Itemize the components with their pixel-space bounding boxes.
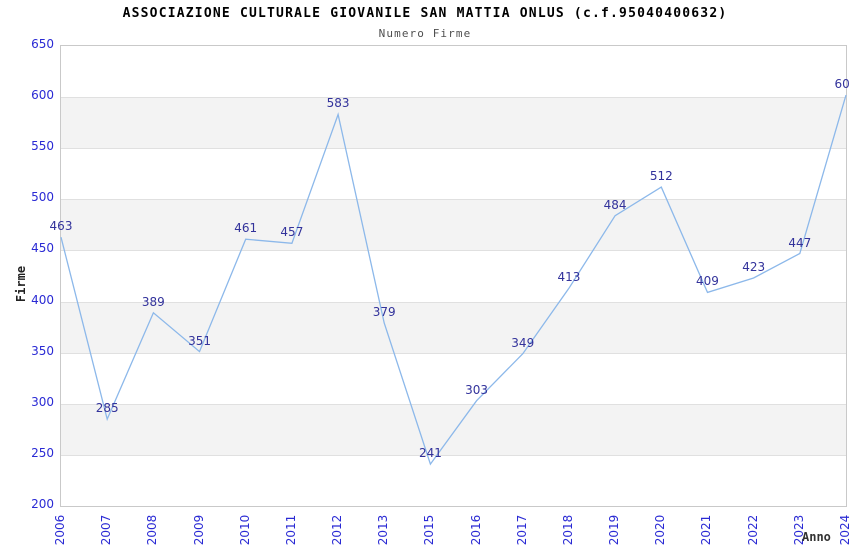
- data-point-label: 389: [141, 294, 165, 309]
- x-axis-tick-label: 2016: [468, 514, 483, 546]
- plot-band-white: [61, 46, 846, 98]
- y-axis-tick-label: 550: [31, 139, 54, 154]
- data-point-label: 583: [326, 96, 350, 111]
- data-point-label: 241: [418, 446, 442, 461]
- data-point-label: 351: [188, 333, 211, 348]
- x-axis-tick-label: 2010: [237, 514, 252, 546]
- x-axis-tick-label: 2006: [53, 514, 67, 546]
- gridline: [61, 403, 846, 405]
- data-point-label: 461: [234, 221, 258, 236]
- y-axis-tick-label: 200: [31, 497, 54, 511]
- x-axis-tick-label: 2019: [607, 514, 622, 546]
- plot-band-gray: [61, 301, 846, 353]
- gridline: [61, 454, 846, 456]
- plot-band-white: [61, 352, 846, 404]
- data-point-label: 463: [49, 219, 73, 234]
- plot-band-gray: [61, 403, 846, 455]
- data-point-label: 457: [280, 225, 304, 240]
- data-point-label: 413: [557, 270, 581, 285]
- plot-band-gray: [61, 97, 846, 149]
- x-axis-tick-label: 2024: [838, 514, 850, 546]
- line-series: [60, 94, 847, 466]
- plot-band-white: [61, 454, 846, 506]
- y-axis-tick-label: 300: [31, 394, 54, 409]
- data-point-label: 409: [696, 274, 719, 289]
- x-axis-tick-label: 2007: [99, 514, 114, 546]
- x-axis-tick-label: 2017: [514, 514, 529, 546]
- plot-area: 463 285 389 351 461 457 583 379 241 303 349 413 484 5…: [50, 45, 850, 507]
- gridline: [61, 97, 846, 99]
- x-axis-tick-label: 2012: [330, 514, 345, 546]
- plot-band-gray: [61, 199, 846, 251]
- x-axis-tick-label: 2013: [376, 514, 391, 546]
- gridline: [61, 148, 846, 150]
- plot-band-white: [61, 148, 846, 200]
- data-point-label: 447: [788, 235, 812, 250]
- plot-band-white: [61, 250, 846, 302]
- gridline: [61, 199, 846, 201]
- x-axis-tick-label: 2021: [699, 514, 714, 546]
- x-axis-tick-label: 2022: [745, 514, 760, 546]
- y-axis-title: Firme: [14, 265, 28, 303]
- y-axis-tick-label: 650: [31, 37, 54, 51]
- y-axis-tick-label: 600: [31, 88, 54, 103]
- data-point-label: 512: [649, 169, 673, 184]
- x-axis-title: Anno: [802, 530, 831, 544]
- data-point-label: 285: [95, 401, 119, 416]
- data-point-label: 379: [372, 305, 396, 320]
- chart-subtitle: Numero Firme: [378, 27, 472, 40]
- gridline: [61, 301, 846, 303]
- y-axis-tick-label: 400: [31, 292, 54, 307]
- data-point-label: 303: [465, 382, 489, 397]
- y-axis-tick-label: 350: [31, 343, 54, 358]
- x-axis-tick-label: 2009: [191, 514, 206, 546]
- x-axis-tick-label: 2018: [560, 514, 575, 546]
- data-point-label: 349: [511, 335, 535, 350]
- data-point-label: 602: [834, 77, 850, 92]
- gridline: [61, 352, 846, 354]
- y-axis-tick-label: 450: [31, 241, 54, 256]
- chart-title: ASSOCIAZIONE CULTURALE GIOVANILE SAN MAT…: [122, 6, 728, 21]
- x-axis-tick-label: 2020: [653, 514, 668, 546]
- y-axis-tick-label: 250: [31, 445, 54, 460]
- x-axis-tick-label: 2015: [422, 514, 437, 546]
- x-axis-tick-label: 2008: [145, 514, 160, 546]
- y-axis-tick-label: 500: [31, 190, 54, 205]
- data-point-label: 484: [603, 197, 627, 212]
- x-axis-tick-label: 2011: [283, 514, 298, 546]
- series-line: [60, 94, 847, 466]
- data-point-label: 423: [742, 260, 766, 275]
- gridline: [61, 250, 846, 252]
